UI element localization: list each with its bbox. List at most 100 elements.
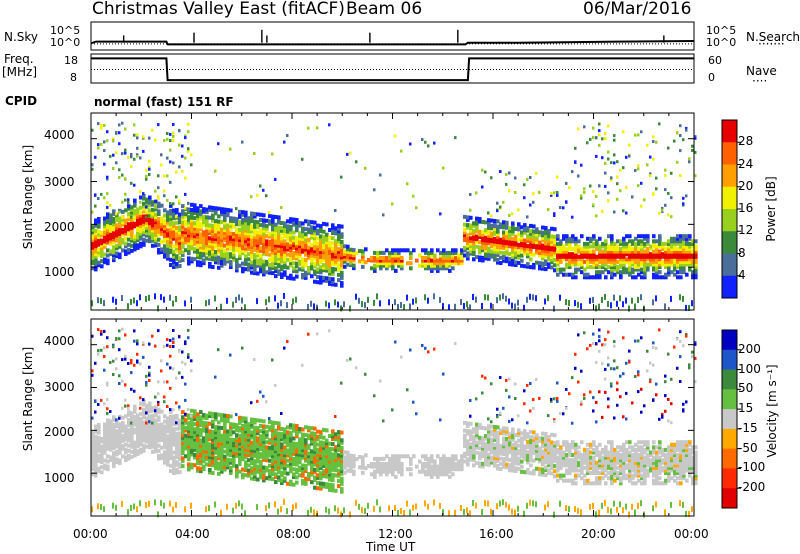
velocity-cell xyxy=(241,418,245,423)
velocity-cell xyxy=(91,446,95,451)
power-cell xyxy=(250,219,254,224)
velocity-cell xyxy=(394,340,397,344)
velocity-cell xyxy=(145,383,148,387)
velocity-cell xyxy=(310,459,314,464)
power-cell xyxy=(103,224,107,229)
power-cell xyxy=(565,257,569,262)
power-cell xyxy=(277,218,281,222)
velocity-cell xyxy=(292,467,296,472)
power-cell xyxy=(124,223,128,228)
velocity-cell xyxy=(259,472,263,477)
power-cell xyxy=(214,224,218,229)
power-cell xyxy=(172,231,176,236)
power-cell xyxy=(349,258,353,262)
power-cell xyxy=(610,254,614,259)
velocity-cell xyxy=(205,441,209,446)
velocity-cell xyxy=(265,424,269,429)
velocity-cell xyxy=(103,355,106,358)
power-cell xyxy=(310,263,314,268)
power-cell xyxy=(646,267,650,272)
velocity-cell xyxy=(235,446,239,451)
velocity-cell xyxy=(268,453,272,458)
power-cell xyxy=(529,239,533,244)
velocity-cell xyxy=(202,446,206,451)
power-cell xyxy=(517,222,521,227)
power-cell xyxy=(586,249,590,254)
velocity-cell xyxy=(148,429,152,434)
power-cell xyxy=(352,263,356,268)
velocity-cell xyxy=(115,429,119,434)
power-cell xyxy=(223,248,227,253)
power-cell xyxy=(577,247,581,251)
power-cell xyxy=(244,215,248,220)
power-cell xyxy=(145,177,148,181)
power-cell xyxy=(514,176,517,180)
velocity-cell xyxy=(340,466,344,471)
velocity-cell xyxy=(292,436,296,441)
velocity-cell xyxy=(223,413,227,418)
velocity-cell xyxy=(280,457,284,462)
velocity-cell xyxy=(172,460,176,465)
power-cell xyxy=(166,156,169,160)
velocity-cell xyxy=(121,446,125,451)
power-cell xyxy=(517,237,521,242)
power-cell xyxy=(655,267,659,272)
velocity-cell xyxy=(328,446,332,451)
power-cell xyxy=(319,265,323,270)
velocity-cell xyxy=(106,464,110,469)
power-cell xyxy=(610,270,614,275)
power-cell xyxy=(694,174,697,178)
power-cell xyxy=(145,228,149,233)
power-cell xyxy=(481,185,484,189)
power-cell xyxy=(193,221,197,226)
power-cell xyxy=(202,207,206,212)
power-cell xyxy=(640,239,644,244)
power-cell xyxy=(340,270,344,275)
power-cell xyxy=(565,262,569,267)
power-cell xyxy=(169,239,173,244)
velocity-cell xyxy=(226,460,230,465)
power-cell xyxy=(184,248,188,253)
power-cell xyxy=(304,273,308,278)
freq-tick-top: 18 xyxy=(64,54,78,67)
power-cell xyxy=(184,212,188,217)
velocity-cell xyxy=(235,413,238,417)
power-cell xyxy=(610,275,614,280)
power-cell xyxy=(100,241,104,246)
velocity-cell xyxy=(331,465,335,470)
velocity-cell xyxy=(259,465,263,470)
power-cell xyxy=(499,255,503,260)
power-cell xyxy=(274,274,278,279)
power-cell xyxy=(601,257,605,262)
power-cell xyxy=(232,242,236,247)
power-cell xyxy=(97,297,99,304)
power-cell xyxy=(94,244,98,249)
power-cell xyxy=(682,234,686,239)
power-cell xyxy=(166,236,170,241)
power-cell xyxy=(118,224,122,229)
power-cell xyxy=(415,258,419,263)
power-cell xyxy=(346,152,349,156)
power-cell xyxy=(646,239,650,244)
power-cell xyxy=(169,237,173,242)
velocity-cell xyxy=(325,484,329,489)
power-cell xyxy=(175,228,179,233)
power-cell xyxy=(583,190,586,194)
power-cell xyxy=(475,229,479,234)
power-cell xyxy=(295,218,299,222)
velocity-cell xyxy=(187,428,191,433)
velocity-cell xyxy=(217,420,221,425)
velocity-cell xyxy=(112,435,116,440)
power-cell xyxy=(94,218,98,223)
velocity-cell xyxy=(337,484,341,489)
power-cell xyxy=(340,234,344,239)
velocity-cell xyxy=(232,458,236,463)
velocity-cell xyxy=(301,471,305,476)
power-cell xyxy=(259,218,263,222)
power-cell xyxy=(547,234,551,239)
power-cell xyxy=(676,241,680,246)
velocity-cell xyxy=(172,471,176,475)
power-cell xyxy=(202,248,206,253)
power-cell xyxy=(154,233,158,237)
power-cell xyxy=(367,258,371,262)
